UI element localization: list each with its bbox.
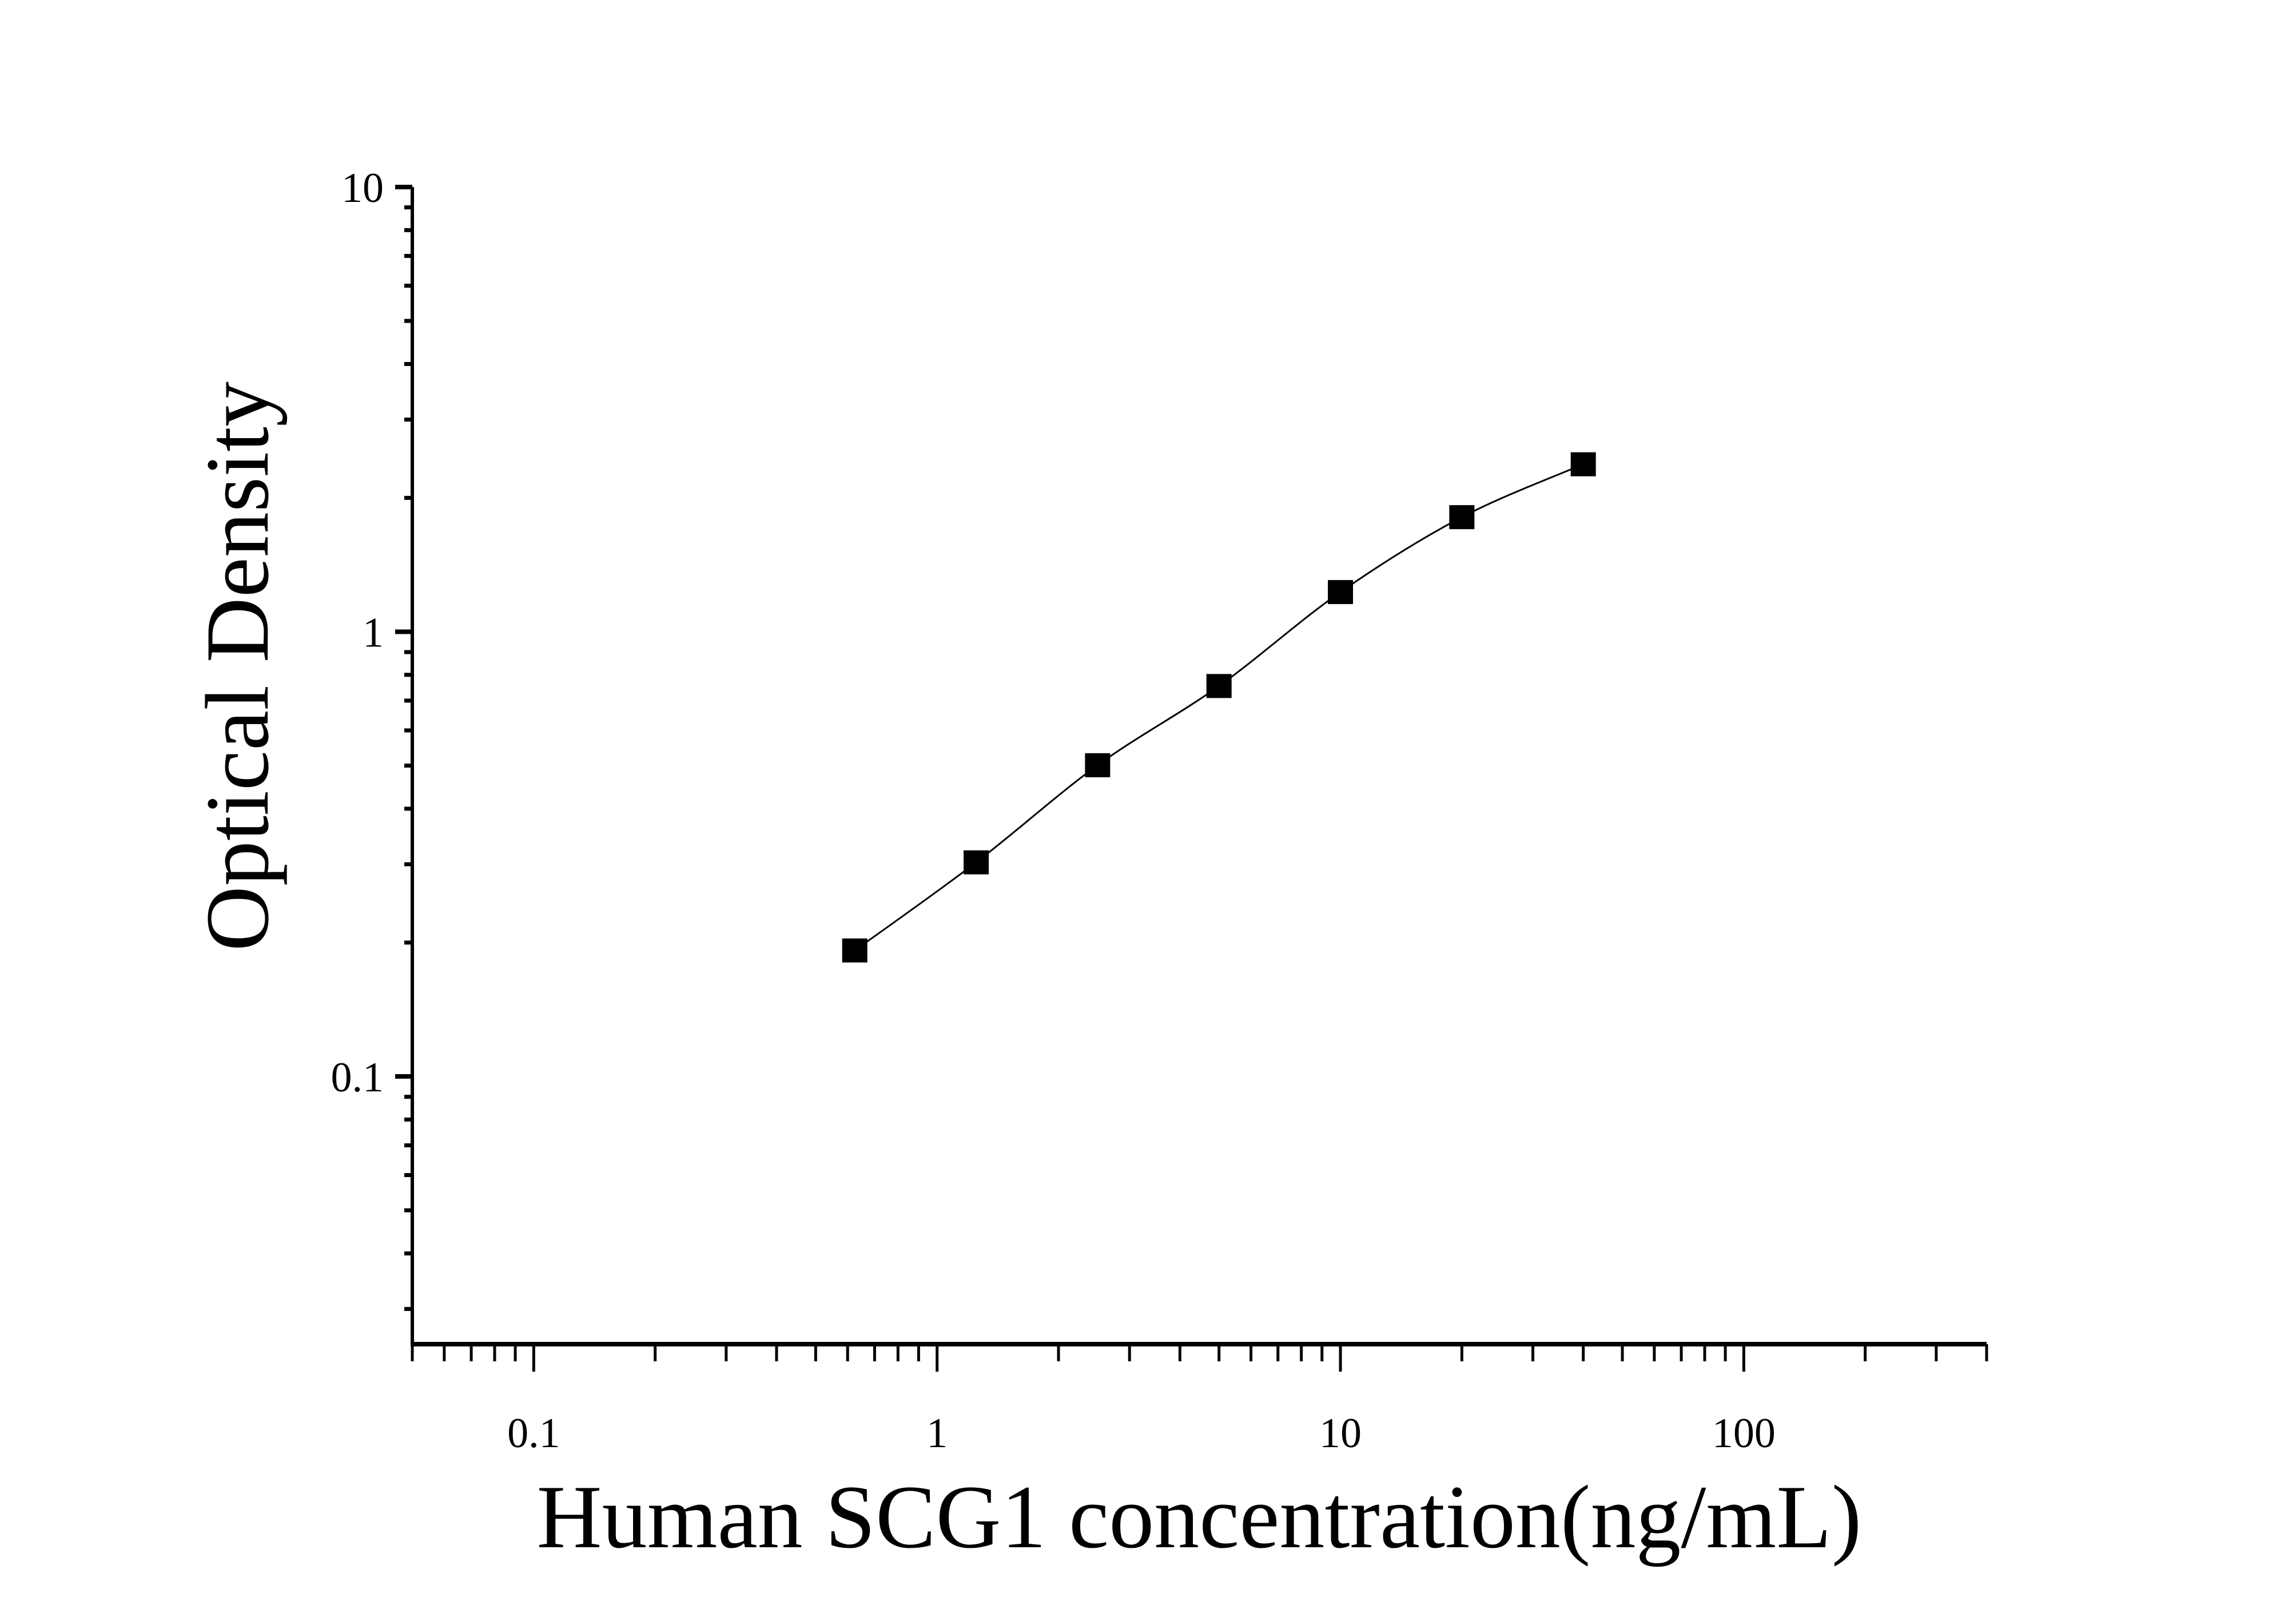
data-points <box>842 452 1596 963</box>
fit-curve <box>854 463 1584 951</box>
data-point-marker <box>842 938 868 963</box>
y-tick-label: 10 <box>341 165 384 212</box>
x-axis-title: Human SCG1 concentration(ng/mL) <box>537 1467 1862 1567</box>
data-point-marker <box>1570 452 1596 476</box>
x-tick-label: 10 <box>1319 1410 1362 1457</box>
y-tick-label: 0.1 <box>331 1054 384 1101</box>
data-point-marker <box>964 850 989 875</box>
x-tick-label: 100 <box>1712 1410 1776 1457</box>
y-tick-label: 1 <box>363 609 384 656</box>
tick-labels: 0.1 1 10 100 0.1 1 10 <box>331 165 1776 1457</box>
x-tick-label: 1 <box>926 1410 948 1457</box>
axes <box>395 185 1988 1372</box>
y-axis-title: Optical Density <box>188 382 288 951</box>
x-tick-label: 0.1 <box>507 1410 560 1457</box>
data-point-marker <box>1328 580 1354 605</box>
data-point-marker <box>1085 753 1111 777</box>
data-point-marker <box>1449 505 1475 530</box>
data-point-marker <box>1206 674 1232 698</box>
